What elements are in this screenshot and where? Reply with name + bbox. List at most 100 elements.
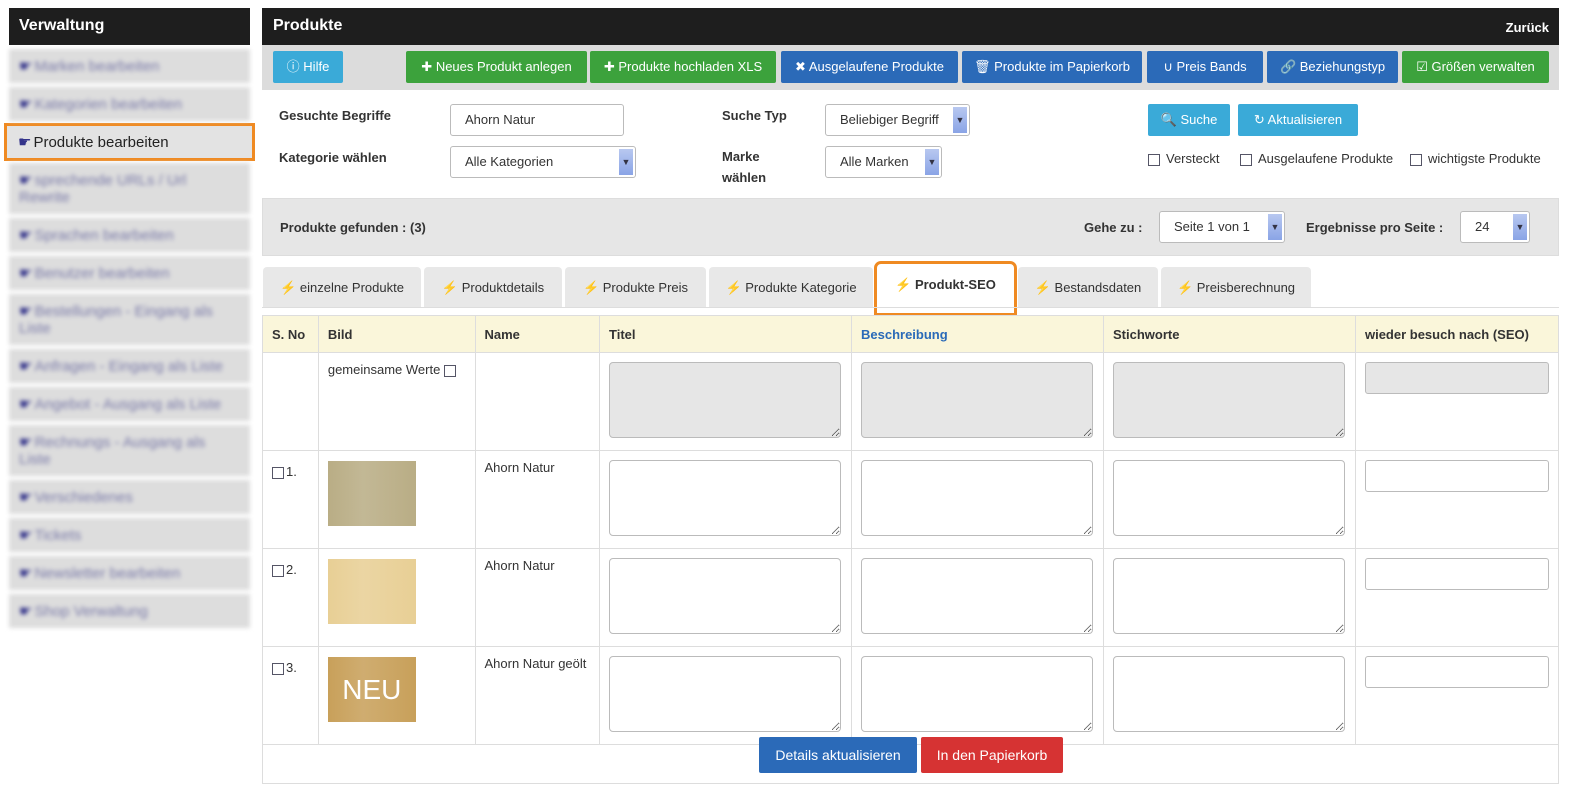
pointing-hand-icon: ☛ (19, 358, 33, 375)
revisit-input[interactable] (1364, 362, 1549, 394)
sidebar-item[interactable]: ☛ Newsletter bearbeiten (9, 556, 250, 590)
tab[interactable]: ⚡ Produkte Preis (565, 267, 706, 307)
tab[interactable]: ⚡ Bestandsdaten (1018, 267, 1158, 307)
text-area[interactable] (861, 558, 1093, 634)
tab[interactable]: ⚡ einzelne Produkte (263, 267, 421, 307)
row-checkbox[interactable] (272, 466, 284, 479)
column-header[interactable]: Beschreibung (851, 315, 1104, 353)
pointing-hand-icon: ☛ (19, 227, 33, 244)
text-area[interactable] (1112, 362, 1345, 438)
common-values-checkbox[interactable] (443, 364, 456, 377)
relation-type-button[interactable]: 🔗 Beziehungstyp (1267, 51, 1398, 83)
trash-icon: 🗑 (974, 59, 995, 74)
search-icon: 🔍 (1160, 112, 1181, 127)
tab[interactable]: ⚡ Produkte Kategorie (709, 267, 873, 307)
tab[interactable]: ⚡ Produkt-SEO (874, 261, 1017, 316)
hidden-checkbox[interactable]: Versteckt (1148, 151, 1219, 166)
row-checkbox[interactable] (272, 564, 284, 577)
product-name: Ahorn Natur (484, 558, 555, 573)
search-terms-label: Gesuchte Begriffe (279, 108, 391, 123)
per-page-select[interactable]: 24 ▼ (1460, 211, 1530, 243)
refresh-button[interactable]: ↻ Aktualisieren (1238, 104, 1358, 136)
search-type-select[interactable]: Beliebiger Begriff ▼ (825, 104, 970, 136)
update-details-button[interactable]: Details aktualisieren (759, 737, 917, 773)
sidebar-item[interactable]: ☛ Tickets (9, 518, 250, 552)
results-bar: Produkte gefunden : (3) Gehe zu : Seite … (262, 198, 1559, 256)
sidebar-item[interactable]: ☛ Sprachen bearbeiten (9, 218, 250, 252)
tab[interactable]: ⚡ Produktdetails (424, 267, 562, 307)
text-area[interactable] (609, 656, 842, 732)
text-area[interactable] (609, 362, 842, 438)
sidebar-item[interactable]: ☛ Benutzer bearbeiten (9, 256, 250, 290)
manage-sizes-button[interactable]: ☑ Größen verwalten (1402, 51, 1549, 83)
text-area[interactable] (1112, 558, 1345, 634)
back-link[interactable]: Zurück (1505, 20, 1549, 35)
pointing-hand-icon: ☛ (19, 58, 33, 75)
revisit-input[interactable] (1364, 460, 1549, 492)
bolt-icon: ⚡ (895, 277, 915, 292)
expired-products-button[interactable]: ✖ Ausgelaufene Produkte (781, 51, 958, 83)
brand-select[interactable]: Alle Marken ▼ (825, 146, 942, 178)
help-button[interactable]: ⓘ Hilfe (273, 51, 343, 83)
sidebar-item[interactable]: ☛ Kategorien bearbeiten (9, 87, 250, 121)
revisit-input[interactable] (1364, 656, 1549, 688)
toolbar: ⓘ Hilfe ✚ Neues Produkt anlegen ✚ Produk… (262, 45, 1559, 90)
revisit-input[interactable] (1364, 558, 1549, 590)
product-image: NEU (327, 657, 416, 722)
expired-checkbox[interactable]: Ausgelaufene Produkte (1240, 151, 1393, 166)
search-terms-input[interactable]: Ahorn Natur (450, 104, 624, 136)
important-checkbox[interactable]: wichtigste Produkte (1410, 151, 1541, 166)
row-checkbox[interactable] (272, 662, 284, 675)
magnet-icon: ∪ (1163, 59, 1177, 74)
text-area[interactable] (861, 362, 1093, 438)
text-area[interactable] (861, 460, 1093, 536)
chevron-down-icon: ▼ (953, 107, 967, 133)
product-name: Ahorn Natur geölt (484, 656, 587, 671)
sidebar-item[interactable]: ☛ Angebot - Ausgang als Liste (9, 387, 250, 421)
page-select[interactable]: Seite 1 von 1 ▼ (1159, 211, 1285, 243)
sidebar-item[interactable]: ☛ sprechende URLs / Url Rewrite (9, 163, 250, 214)
sidebar-item[interactable]: ☛ Shop Verwaltung (9, 594, 250, 628)
text-area[interactable] (1112, 656, 1345, 732)
table-row: 2. Ahorn Natur (262, 548, 1560, 647)
product-image (327, 559, 416, 624)
info-icon: ⓘ (286, 59, 304, 74)
x-icon: ✖ (795, 59, 809, 74)
tab[interactable]: ⚡ Preisberechnung (1161, 267, 1311, 307)
column-header: Stichworte (1102, 315, 1356, 353)
search-button[interactable]: 🔍 Suche (1148, 104, 1230, 136)
sidebar-item[interactable]: ☛ Bestellungen - Eingang als Liste (9, 294, 250, 345)
text-area[interactable] (1112, 460, 1345, 536)
bolt-icon: ⚡ (725, 280, 746, 295)
products-found: Produkte gefunden : (3) (280, 220, 426, 235)
product-name: Ahorn Natur (484, 460, 555, 475)
category-label: Kategorie wählen (279, 150, 387, 165)
seo-table: S. No Bild Name Titel Beschreibung Stichworte… (262, 315, 1560, 745)
trash-products-button[interactable]: 🗑 Produkte im Papierkorb (962, 51, 1142, 83)
bolt-icon: ⚡ (582, 280, 603, 295)
sidebar-item[interactable]: ☛ Marken bearbeiten (9, 49, 250, 83)
pointing-hand-icon: ☛ (19, 172, 33, 189)
price-bands-button[interactable]: ∪ Preis Bands (1147, 51, 1263, 83)
common-values-label: gemeinsame Werte (327, 362, 441, 377)
sidebar-item[interactable]: ☛ Anfragen - Eingang als Liste (9, 349, 250, 383)
text-area[interactable] (861, 656, 1093, 732)
pointing-hand-icon: ☛ (19, 489, 33, 506)
sidebar-item[interactable]: ☛ Verschiedenes (9, 480, 250, 514)
pointing-hand-icon: ☛ (19, 265, 33, 282)
table-row: 3. NEU Ahorn Natur geölt (262, 646, 1560, 745)
category-select[interactable]: Alle Kategorien ▼ (450, 146, 636, 178)
text-area[interactable] (609, 558, 842, 634)
bolt-icon: ⚡ (280, 280, 300, 295)
column-header: S. No (262, 315, 319, 353)
text-area[interactable] (609, 460, 842, 536)
pointing-hand-icon: ☛ (19, 565, 33, 582)
tab-divider (262, 307, 1559, 308)
bolt-icon: ⚡ (1176, 280, 1197, 295)
sidebar-title: Verwaltung (9, 8, 250, 45)
move-to-trash-button[interactable]: In den Papierkorb (921, 737, 1063, 773)
upload-xls-button[interactable]: ✚ Produkte hochladen XLS (590, 51, 776, 83)
new-product-button[interactable]: ✚ Neues Produkt anlegen (406, 51, 587, 83)
sidebar-item[interactable]: ☛ Rechnungs - Ausgang als Liste (9, 425, 250, 476)
sidebar-item[interactable]: ☛ Produkte bearbeiten (4, 123, 255, 161)
